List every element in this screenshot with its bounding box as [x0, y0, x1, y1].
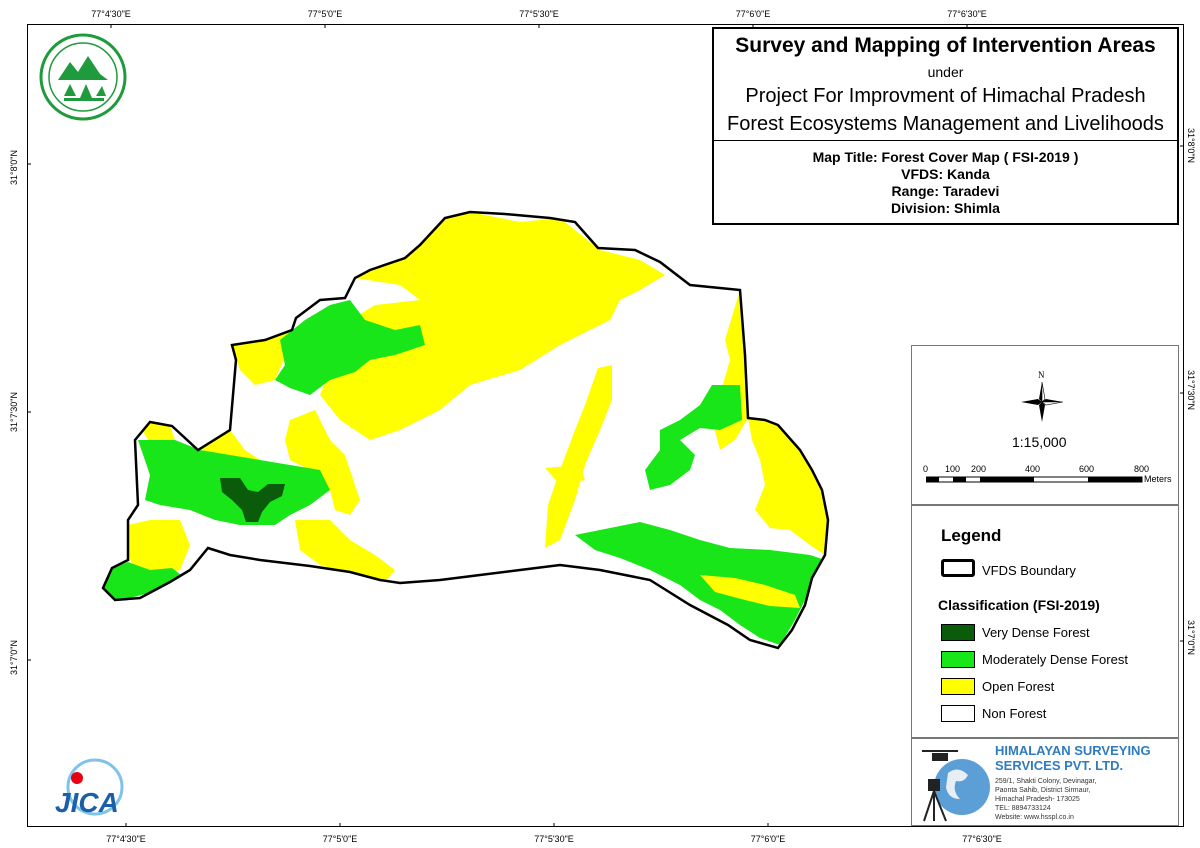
- division-name: Division: Shimla: [891, 200, 1000, 216]
- company-name-line-2: SERVICES PVT. LTD.: [995, 758, 1124, 773]
- jica-text: JICA: [55, 787, 119, 818]
- company-panel: HIMALAYAN SURVEYING SERVICES PVT. LTD. 2…: [911, 738, 1179, 826]
- scale-tick-label: 200: [971, 464, 987, 474]
- address-line: TEL: 8894733124: [995, 805, 1051, 812]
- classification-title: Classification (FSI-2019): [938, 597, 1100, 613]
- legend-panel: Legend VFDS Boundary Classification (FSI…: [911, 505, 1179, 738]
- scale-tick-label: 0: [923, 464, 929, 474]
- address-line: Paonta Sahib, District Sirmaur,: [995, 787, 1091, 794]
- graticule-right-label: 31°7'30"N: [1186, 370, 1196, 411]
- very-dense-forest-label: Very Dense Forest: [982, 625, 1090, 640]
- map-frame: [27, 24, 1184, 827]
- open-forest-label: Open Forest: [982, 679, 1055, 694]
- graticule-top-label: 77°5'0"E: [307, 9, 343, 19]
- north-scale-panel: N 1:15,000 0 100 200 400 600 800 Meters: [911, 345, 1179, 505]
- scale-bar: [926, 476, 1143, 483]
- title-separator: [714, 140, 1177, 141]
- graticule-bottom-label: 77°4'30"E: [106, 834, 146, 844]
- graticule-right-label: 31°8'0"N: [1186, 128, 1196, 164]
- graticule-bottom-label: 77°5'0"E: [322, 834, 358, 844]
- scale-tick-label: 100: [945, 464, 961, 474]
- vfds-boundary-swatch: [941, 559, 975, 577]
- graticule-right-label: 31°7'0"N: [1186, 620, 1196, 656]
- north-arrow-icon: [1021, 382, 1063, 422]
- non-forest-label: Non Forest: [982, 706, 1047, 721]
- title-block: Survey and Mapping of Intervention Areas…: [712, 27, 1179, 225]
- scale-tick-label: 600: [1079, 464, 1095, 474]
- moderately-dense-forest-label: Moderately Dense Forest: [982, 652, 1128, 667]
- jica-logo: JICA: [55, 758, 124, 818]
- graticule-top-label: 77°4'30"E: [91, 9, 131, 19]
- address-line: Himachal Pradesh- 173025: [995, 796, 1080, 803]
- very-dense-forest-patch: [220, 478, 285, 522]
- address-line: 259/1, Shakti Colony, Devinagar,: [995, 778, 1097, 785]
- vfds-boundary-label: VFDS Boundary: [982, 563, 1076, 578]
- graticule-top-label: 77°5'30"E: [519, 9, 559, 19]
- address-line: Website: www.hsspl.co.in: [995, 814, 1074, 821]
- north-label: N: [1038, 370, 1045, 380]
- company-address: 259/1, Shakti Colony, Devinagar, Paonta …: [995, 777, 1096, 822]
- under-text: under: [927, 64, 964, 80]
- scale-ratio: 1:15,000: [1012, 434, 1067, 450]
- very-dense-forest-swatch: [941, 624, 975, 641]
- graticule-bottom-label: 77°6'30"E: [962, 834, 1002, 844]
- open-forest-swatch: [941, 678, 975, 695]
- graticule-top-label: 77°6'0"E: [735, 9, 771, 19]
- map-title: Map Title: Forest Cover Map ( FSI-2019 ): [812, 149, 1079, 165]
- scale-unit: Meters: [1144, 474, 1172, 484]
- vfds-boundary: [101, 210, 830, 650]
- project-line-2: Forest Ecosystems Management and Livelih…: [727, 113, 1164, 135]
- open-forest-inner: [700, 575, 800, 608]
- legend-title: Legend: [941, 526, 1002, 545]
- graticule-top-label: 77°6'30"E: [947, 9, 987, 19]
- graticule-bottom-label: 77°6'0"E: [750, 834, 786, 844]
- map-meta: Map Title: Forest Cover Map ( FSI-2019 )…: [714, 149, 1177, 217]
- non-forest-swatch: [941, 705, 975, 722]
- forest-department-emblem: [39, 33, 127, 121]
- vfds-name: VFDS: Kanda: [901, 166, 990, 182]
- project-line-1: Project For Improvment of Himachal Prade…: [745, 85, 1146, 107]
- moderately-dense-forest-swatch: [941, 651, 975, 668]
- scale-tick-label: 400: [1025, 464, 1041, 474]
- main-title: Survey and Mapping of Intervention Areas: [735, 34, 1156, 57]
- range-name: Range: Taradevi: [891, 183, 1000, 199]
- company-name-line-1: HIMALAYAN SURVEYING: [995, 743, 1151, 758]
- graticule-bottom-label: 77°5'30"E: [534, 834, 574, 844]
- scale-tick-label: 800: [1134, 464, 1150, 474]
- company-name: HIMALAYAN SURVEYING SERVICES PVT. LTD.: [995, 743, 1151, 773]
- surveyor-logo-icon: [922, 750, 990, 822]
